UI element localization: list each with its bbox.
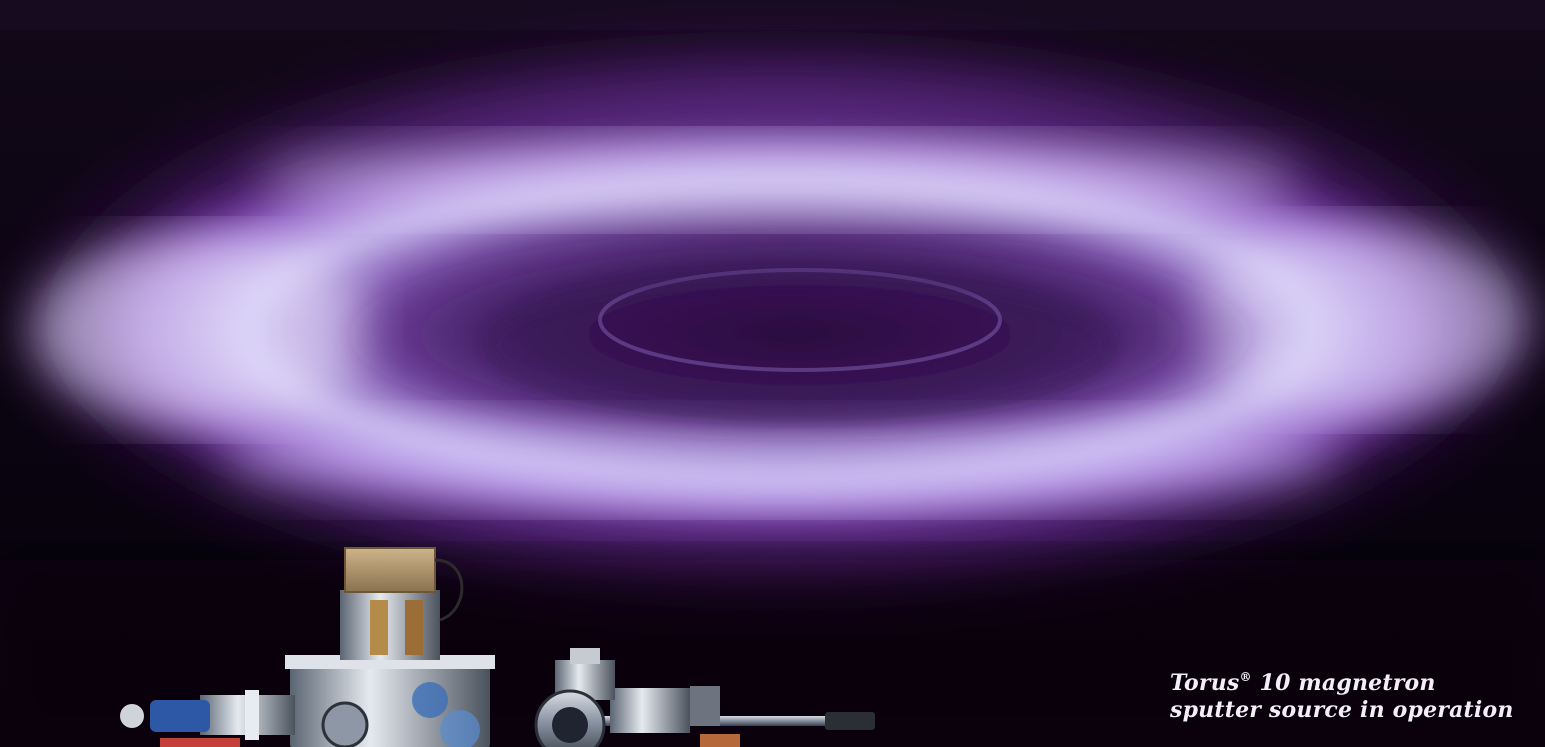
plasma-right-lobe — [1190, 225, 1530, 415]
vacuum-apparatus — [120, 547, 875, 747]
caption-line-1: Torus® 10 magnetron — [1170, 664, 1510, 697]
caption-product-name: Torus — [1170, 670, 1240, 696]
caption-line-1-rest: 10 magnetron — [1251, 670, 1436, 696]
plasma-bottom-arc — [220, 410, 1340, 510]
photo-caption: Torus® 10 magnetron sputter source in op… — [1170, 664, 1514, 724]
plasma-left-lobe — [30, 235, 370, 425]
registered-mark: ® — [1239, 670, 1252, 684]
plasma-top-arc — [260, 135, 1300, 225]
caption-line-2: sputter source in operation — [1170, 697, 1514, 723]
target-outer-ring — [485, 270, 1115, 420]
